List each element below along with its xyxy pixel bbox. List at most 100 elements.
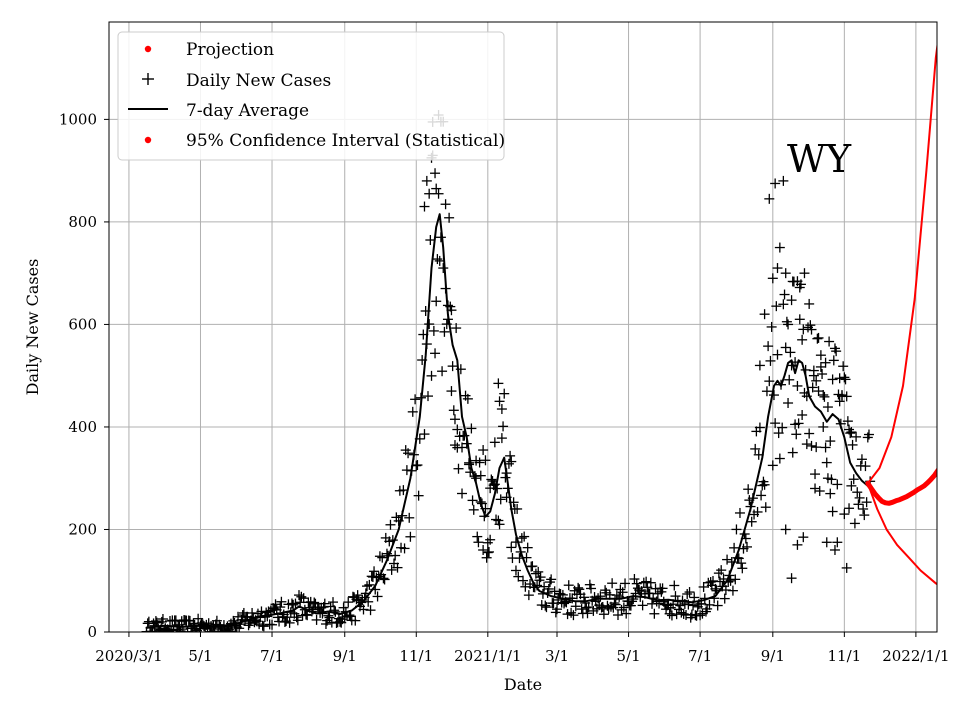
daily-case-point — [610, 599, 621, 610]
daily-case-point — [390, 550, 401, 561]
daily-case-point — [424, 319, 435, 330]
daily-case-point — [549, 586, 560, 597]
daily-case-point — [489, 479, 500, 490]
daily-case-point — [710, 583, 721, 594]
daily-case-point — [780, 268, 791, 279]
daily-case-point — [457, 442, 468, 453]
daily-case-point — [600, 585, 611, 596]
daily-case-point — [736, 558, 747, 569]
daily-case-point — [506, 542, 517, 553]
daily-case-point — [150, 616, 161, 627]
daily-case-point — [770, 418, 781, 429]
daily-case-point — [467, 495, 478, 506]
daily-case-point — [804, 428, 815, 439]
daily-case-point — [784, 374, 795, 385]
daily-case-point — [819, 391, 830, 402]
daily-case-point — [157, 613, 168, 624]
daily-case-point — [448, 405, 459, 416]
daily-case-point — [773, 428, 784, 439]
daily-case-point — [746, 516, 757, 527]
daily-case-point — [419, 429, 430, 440]
daily-case-point — [851, 431, 862, 442]
daily-case-point — [810, 469, 821, 480]
x-tick-label: 2021/1/1 — [454, 647, 521, 665]
daily-case-point — [828, 355, 839, 366]
daily-case-point — [829, 544, 840, 555]
y-tick-label: 200 — [68, 520, 97, 538]
daily-case-point — [712, 600, 723, 611]
daily-case-point — [284, 617, 295, 628]
daily-case-point — [831, 346, 842, 357]
daily-case-point — [269, 603, 280, 614]
daily-case-point — [433, 188, 444, 199]
daily-case-point — [852, 487, 863, 498]
daily-case-point — [832, 537, 843, 548]
daily-case-point — [472, 531, 483, 542]
y-axis-title: Daily New Cases — [23, 259, 42, 396]
daily-case-point — [727, 585, 738, 596]
daily-case-point — [792, 539, 803, 550]
daily-case-point — [523, 590, 534, 601]
daily-case-point — [761, 386, 772, 397]
daily-case-point — [494, 519, 505, 530]
daily-case-point — [243, 620, 254, 631]
daily-case-point — [603, 603, 614, 614]
daily-case-point — [513, 571, 524, 582]
daily-case-point — [834, 396, 845, 407]
daily-case-point — [849, 518, 860, 529]
daily-case-point — [783, 319, 794, 330]
daily-case-point — [494, 396, 505, 407]
daily-case-point — [779, 289, 790, 300]
daily-case-point — [496, 433, 507, 444]
daily-case-point — [478, 445, 489, 456]
series-line-95-ci-upper — [866, 41, 937, 485]
daily-case-point — [466, 423, 477, 434]
daily-case-point — [631, 578, 642, 589]
daily-case-point — [810, 483, 821, 494]
daily-case-point — [827, 506, 838, 517]
daily-case-point — [730, 574, 741, 585]
daily-case-point — [540, 600, 551, 611]
x-tick-label: 11/1 — [828, 647, 862, 665]
daily-case-point — [338, 602, 349, 613]
daily-case-point — [478, 544, 489, 555]
daily-case-point — [363, 596, 374, 607]
daily-case-point — [666, 610, 677, 621]
daily-case-point — [462, 393, 473, 404]
daily-case-point — [401, 465, 412, 476]
daily-case-point — [792, 380, 803, 391]
daily-case-point — [407, 406, 418, 417]
daily-case-point — [861, 497, 872, 508]
y-axis-ticks: 0 200 400 600 800 1000 — [59, 110, 109, 641]
daily-case-point — [480, 455, 491, 466]
daily-case-point — [731, 524, 742, 535]
daily-case-point — [847, 439, 858, 450]
daily-case-point — [844, 503, 855, 514]
daily-case-point — [767, 460, 778, 471]
daily-case-point — [743, 484, 754, 495]
daily-case-point — [846, 427, 857, 438]
daily-case-point — [249, 617, 260, 628]
daily-case-point — [546, 574, 557, 585]
daily-case-point — [485, 534, 496, 545]
daily-case-point — [737, 563, 748, 574]
daily-case-point — [459, 430, 470, 441]
plot-frame — [108, 21, 938, 633]
daily-case-point — [820, 442, 831, 453]
x-tick-label: 7/1 — [260, 647, 284, 665]
daily-case-point — [468, 504, 479, 515]
daily-case-point — [840, 374, 851, 385]
daily-case-point — [301, 609, 312, 620]
daily-case-point — [453, 463, 464, 474]
daily-case-point — [475, 470, 486, 481]
daily-case-point — [493, 378, 504, 389]
daily-case-point — [352, 590, 363, 601]
daily-case-point — [432, 254, 443, 265]
daily-case-point — [510, 565, 521, 576]
daily-case-point — [820, 357, 831, 368]
daily-case-point — [754, 422, 765, 433]
daily-case-point — [649, 608, 660, 619]
daily-case-point — [825, 436, 836, 447]
daily-case-point — [797, 409, 808, 420]
daily-case-point — [772, 349, 783, 360]
